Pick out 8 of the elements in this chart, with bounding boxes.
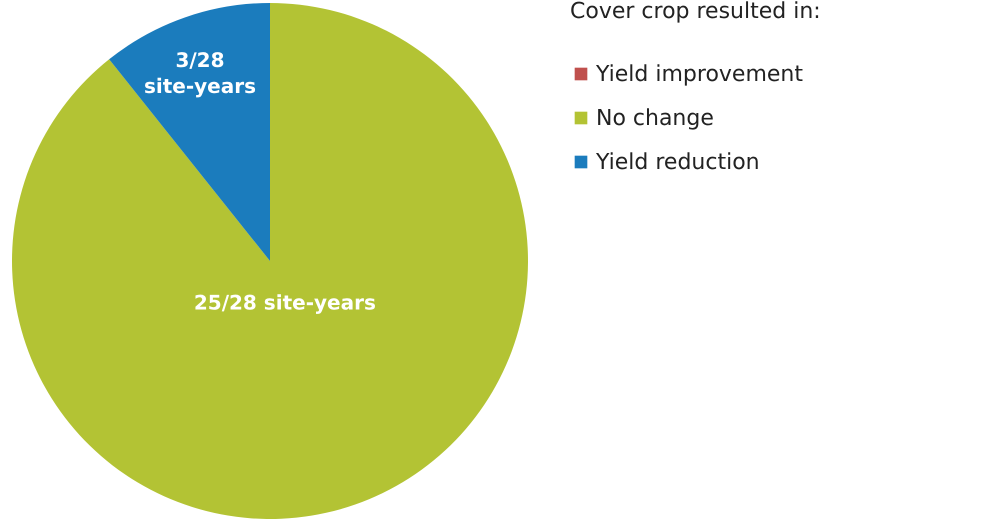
legend-label: Yield improvement: [595, 62, 804, 87]
legend-label: Yield reduction: [595, 150, 760, 175]
pie-slice: [109, 3, 270, 261]
data-label: 25/28 site-years: [194, 290, 376, 314]
pie-slice: [12, 3, 528, 519]
legend-label: No change: [596, 106, 714, 131]
legend-title: Cover crop resulted in:: [570, 0, 821, 24]
data-label: 3/28 site-years: [144, 48, 256, 98]
